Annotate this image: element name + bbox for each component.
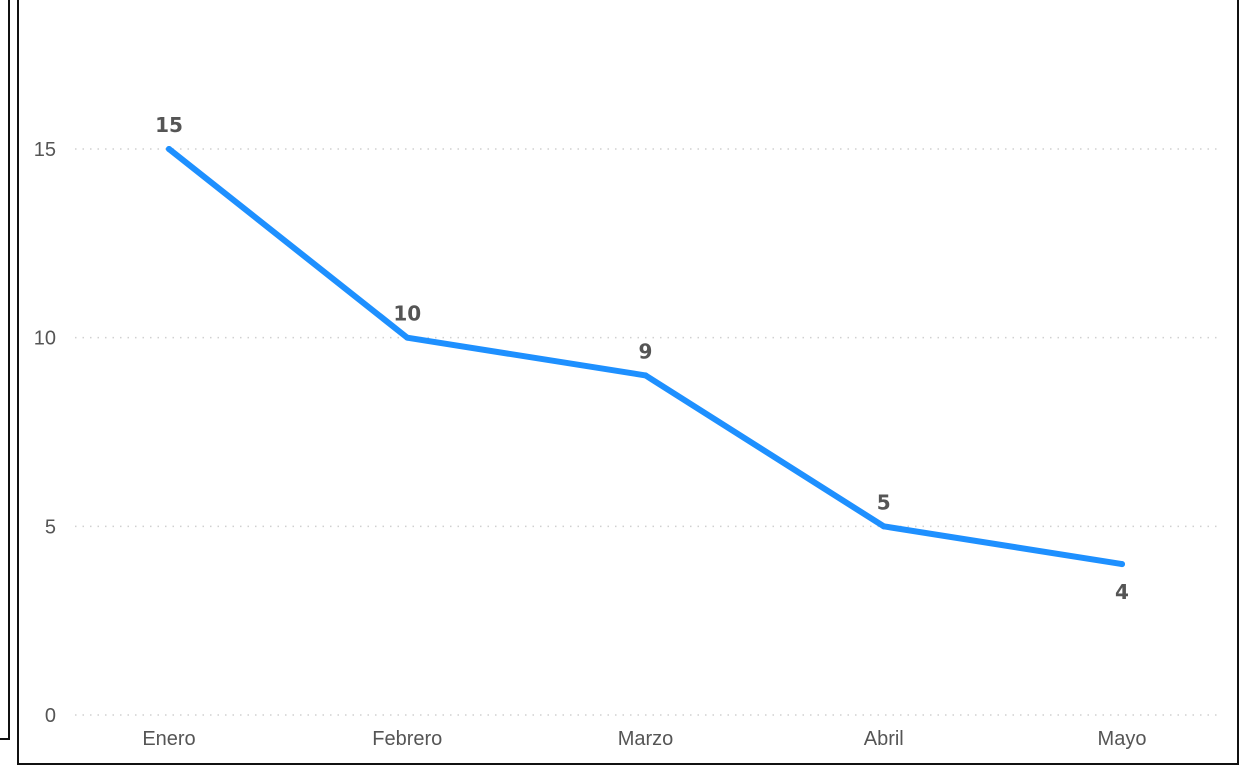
data-point	[642, 372, 649, 379]
x-tick-label: Marzo	[618, 728, 674, 750]
x-axis: Enero Febrero Marzo Abril Mayo	[142, 728, 1146, 750]
left-panel-border	[0, 0, 10, 740]
data-label: 9	[639, 339, 653, 363]
chart-frame	[17, 0, 1239, 765]
series-line	[166, 146, 1125, 568]
x-tick-label: Mayo	[1098, 728, 1147, 750]
data-label: 5	[877, 490, 891, 514]
data-label: 10	[393, 302, 421, 326]
data-point	[404, 334, 411, 341]
y-tick-label: 0	[45, 705, 56, 727]
data-labels: 15 10 9 5 4	[155, 113, 1129, 604]
data-point	[1119, 561, 1125, 568]
data-label: 15	[155, 113, 183, 137]
gridlines	[75, 148, 1218, 716]
y-tick-label: 10	[34, 328, 56, 350]
data-label: 4	[1115, 580, 1129, 604]
y-tick-label: 5	[45, 516, 56, 538]
data-point	[166, 146, 172, 153]
y-axis: 0 5 10 15	[34, 139, 56, 727]
x-tick-label: Enero	[142, 728, 195, 750]
x-tick-label: Abril	[864, 728, 904, 750]
x-tick-label: Febrero	[372, 728, 442, 750]
data-point	[880, 523, 887, 530]
y-tick-label: 15	[34, 139, 56, 161]
